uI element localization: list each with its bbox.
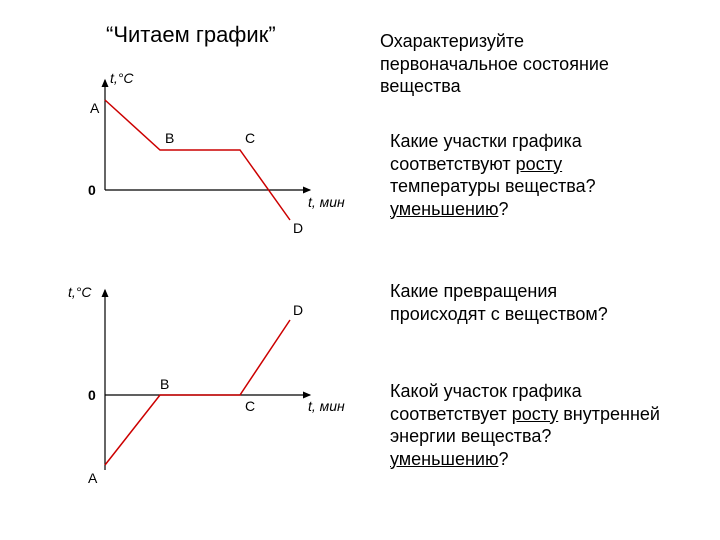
q4-line4u: уменьшению	[390, 449, 498, 469]
c1-label-C: C	[245, 130, 255, 146]
q2-line1: Какие участки графика	[390, 131, 582, 151]
q4-line1: Какой участок графика	[390, 381, 582, 401]
q4-line3: энергии вещества?	[390, 426, 551, 446]
q2-line4b: ?	[498, 199, 508, 219]
c1-xaxis-label: t, мин	[308, 194, 345, 210]
chart-1-svg	[60, 70, 320, 250]
c1-label-D: D	[293, 220, 303, 236]
c2-yaxis-label: t,°C	[68, 284, 92, 300]
page-title: “Читаем график”	[106, 22, 276, 48]
chart-1: t,°C 0 t, мин A B C D	[60, 70, 320, 250]
c2-xaxis-label: t, мин	[308, 398, 345, 414]
question-1: Охарактеризуйте первоначальное состояние…	[380, 30, 680, 98]
c2-label-C: C	[245, 398, 255, 414]
q2-line4u: уменьшению	[390, 199, 498, 219]
question-3: Какие превращения происходят с веществом…	[390, 280, 690, 325]
q2-line3: температуры вещества?	[390, 176, 596, 196]
chart-2: t,°C 0 t, мин A B C D	[60, 280, 320, 490]
question-2: Какие участки графика соответствуют рост…	[390, 130, 690, 220]
q4-line2u: росту	[512, 404, 558, 424]
question-4: Какой участок графика соответствует рост…	[390, 380, 690, 470]
c2-zero-label: 0	[88, 387, 96, 403]
q1-line3: вещества	[380, 76, 461, 96]
c1-yaxis-label: t,°C	[110, 70, 134, 86]
q1-line1: Охарактеризуйте	[380, 31, 524, 51]
c2-label-A: A	[88, 470, 97, 486]
c2-label-B: B	[160, 376, 169, 392]
c1-label-A: A	[90, 100, 99, 116]
chart-2-svg	[60, 280, 320, 490]
c1-label-B: B	[165, 130, 174, 146]
q1-line2: первоначальное состояние	[380, 54, 609, 74]
q2-line2u: росту	[516, 154, 562, 174]
c2-label-D: D	[293, 302, 303, 318]
c1-zero-label: 0	[88, 182, 96, 198]
q4-line2a: соответствует	[390, 404, 512, 424]
q3-line1: Какие превращения	[390, 281, 557, 301]
q4-line2b: внутренней	[558, 404, 660, 424]
q2-line2a: соответствуют	[390, 154, 516, 174]
q3-line2: происходят с веществом?	[390, 304, 608, 324]
q4-line4b: ?	[498, 449, 508, 469]
